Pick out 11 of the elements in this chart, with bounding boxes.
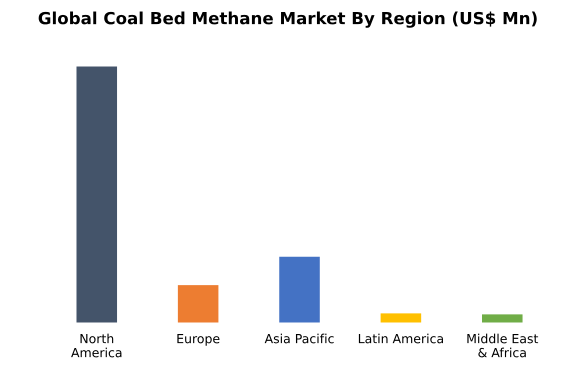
x-tick-label: Middle East & Africa [467, 334, 538, 358]
x-tick-label: Asia Pacific [264, 334, 334, 344]
x-tick-label: Latin America [358, 334, 443, 344]
bar [279, 256, 320, 323]
x-tick-label: Europe [177, 334, 220, 346]
bar [76, 66, 118, 323]
chart-title: Global Coal Bed Methane Market By Region (US$ Mn) [38, 12, 537, 28]
bar [380, 313, 422, 323]
bar [178, 285, 218, 323]
bar [482, 314, 523, 323]
x-tick-label: North America [71, 334, 122, 358]
